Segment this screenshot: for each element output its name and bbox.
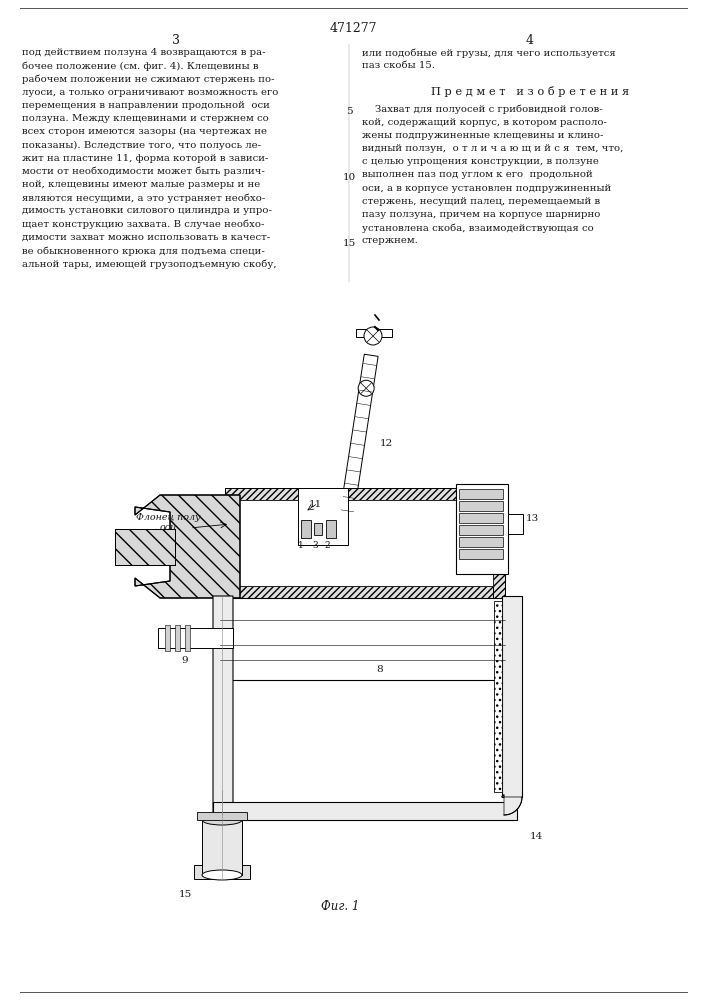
Text: паз скобы 15.: паз скобы 15.	[362, 61, 435, 70]
Bar	[165, 625, 170, 651]
Bar	[493, 488, 505, 598]
Text: альной тары, имеющей грузоподъемную скобу,: альной тары, имеющей грузоподъемную скоб…	[22, 259, 276, 269]
Bar	[459, 525, 503, 535]
Text: П р е д м е т   и з о б р е т е н и я: П р е д м е т и з о б р е т е н и я	[431, 86, 629, 97]
Text: перемещения в направлении продольной  оси: перемещения в направлении продольной оси	[22, 101, 270, 110]
Text: стержень, несущий палец, перемещаемый в: стержень, несущий палец, перемещаемый в	[362, 197, 600, 206]
Text: 9: 9	[182, 656, 188, 665]
Text: выполнен паз под углом к его  продольной: выполнен паз под углом к его продольной	[362, 170, 592, 179]
Text: 3: 3	[172, 34, 180, 47]
Bar	[493, 488, 505, 598]
Bar	[225, 488, 505, 500]
Bar	[494, 601, 502, 792]
Bar	[225, 586, 505, 598]
Text: пазу ползуна, причем на корпусе шарнирно: пазу ползуна, причем на корпусе шарнирно	[362, 210, 600, 219]
Ellipse shape	[202, 870, 242, 880]
Circle shape	[358, 380, 374, 396]
Text: щает конструкцию захвата. В случае необхо-: щает конструкцию захвата. В случае необх…	[22, 220, 264, 229]
Polygon shape	[502, 596, 522, 797]
Bar	[456, 484, 508, 574]
Polygon shape	[135, 495, 240, 598]
Text: с целью упрощения конструкции, в ползуне: с целью упрощения конструкции, в ползуне	[362, 157, 599, 166]
Bar	[356, 329, 392, 337]
Text: ползуна. Между клещевинами и стержнем со: ползуна. Между клещевинами и стержнем со	[22, 114, 269, 123]
Text: или подобные ей грузы, для чего используется: или подобные ей грузы, для чего использу…	[362, 48, 616, 57]
Bar	[237, 500, 493, 586]
Bar	[459, 537, 503, 547]
Text: 5: 5	[346, 107, 352, 116]
Text: 2: 2	[325, 541, 329, 550]
Bar	[459, 549, 503, 559]
Text: 15: 15	[342, 239, 356, 248]
Bar	[185, 625, 190, 651]
Text: 4: 4	[526, 34, 534, 47]
Text: димость установки силового цилиндра и упро-: димость установки силового цилиндра и уп…	[22, 206, 272, 215]
Polygon shape	[213, 802, 517, 820]
Bar	[314, 523, 322, 535]
Bar	[115, 528, 175, 564]
Polygon shape	[502, 795, 522, 815]
Text: луоси, а только ограничивают возможность его: луоси, а только ограничивают возможность…	[22, 88, 279, 97]
Text: 10: 10	[342, 173, 356, 182]
Text: 12: 12	[380, 438, 393, 448]
Text: Флонец полу
оси: Флонец полу оси	[136, 513, 200, 532]
Text: под действием ползуна 4 возвращаются в ра-: под действием ползуна 4 возвращаются в р…	[22, 48, 266, 57]
Bar	[202, 820, 242, 875]
Bar	[326, 520, 336, 538]
Text: 13: 13	[526, 514, 539, 523]
Text: видный ползун,  о т л и ч а ю щ и й с я  тем, что,: видный ползун, о т л и ч а ю щ и й с я т…	[362, 144, 624, 153]
Text: бочее положение (см. фиг. 4). Клещевины в: бочее положение (см. фиг. 4). Клещевины …	[22, 61, 259, 71]
Text: 15: 15	[179, 890, 192, 899]
Bar	[175, 625, 180, 651]
Text: 471277: 471277	[329, 22, 377, 35]
Bar	[298, 488, 348, 545]
Text: ве обыкновенного крюка для подъема специ-: ве обыкновенного крюка для подъема специ…	[22, 246, 264, 255]
Bar	[301, 520, 311, 538]
Text: являются несущими, а это устраняет необхо-: являются несущими, а это устраняет необх…	[22, 193, 265, 203]
Text: рабочем положении не сжимают стержень по-: рабочем положении не сжимают стержень по…	[22, 74, 274, 84]
Ellipse shape	[202, 815, 242, 825]
Bar	[194, 865, 250, 879]
Text: 14: 14	[530, 832, 543, 841]
Text: мости от необходимости может быть различ-: мости от необходимости может быть различ…	[22, 167, 264, 176]
Bar	[225, 586, 505, 598]
Bar	[459, 501, 503, 511]
Text: 3: 3	[312, 541, 318, 550]
Bar	[508, 514, 523, 534]
Text: жит на пластине 11, форма которой в зависи-: жит на пластине 11, форма которой в зави…	[22, 154, 269, 163]
Polygon shape	[213, 596, 233, 820]
Text: всех сторон имеются зазоры (на чертежах не: всех сторон имеются зазоры (на чертежах …	[22, 127, 267, 136]
Text: кой, содержащий корпус, в котором располо-: кой, содержащий корпус, в котором распол…	[362, 118, 607, 127]
Text: показаны). Вследствие того, что полуось ле-: показаны). Вследствие того, что полуось …	[22, 140, 261, 150]
Circle shape	[364, 327, 382, 345]
Text: установлена скоба, взаимодействующая со: установлена скоба, взаимодействующая со	[362, 223, 594, 233]
Bar	[225, 488, 505, 500]
Text: Захват для полуосей с грибовидной голов-: Захват для полуосей с грибовидной голов-	[362, 104, 602, 114]
Polygon shape	[339, 354, 378, 521]
Text: оси, а в корпусе установлен подпружиненный: оси, а в корпусе установлен подпружиненн…	[362, 184, 612, 193]
Text: жены подпружиненные клещевины и клино-: жены подпружиненные клещевины и клино-	[362, 131, 603, 140]
Text: Фиг. 1: Фиг. 1	[321, 900, 359, 913]
Bar	[220, 598, 505, 680]
Bar	[459, 513, 503, 523]
Bar	[494, 601, 502, 792]
Text: 1: 1	[298, 541, 304, 550]
Bar	[197, 812, 247, 820]
Text: 11: 11	[308, 500, 322, 509]
Bar	[459, 489, 503, 499]
Text: стержнем.: стержнем.	[362, 236, 419, 245]
Bar	[158, 628, 233, 648]
Text: 8: 8	[377, 665, 383, 674]
Bar	[115, 528, 175, 564]
Text: ной, клещевины имеют малые размеры и не: ной, клещевины имеют малые размеры и не	[22, 180, 260, 189]
Text: димости захват можно использовать в качест-: димости захват можно использовать в каче…	[22, 233, 270, 242]
